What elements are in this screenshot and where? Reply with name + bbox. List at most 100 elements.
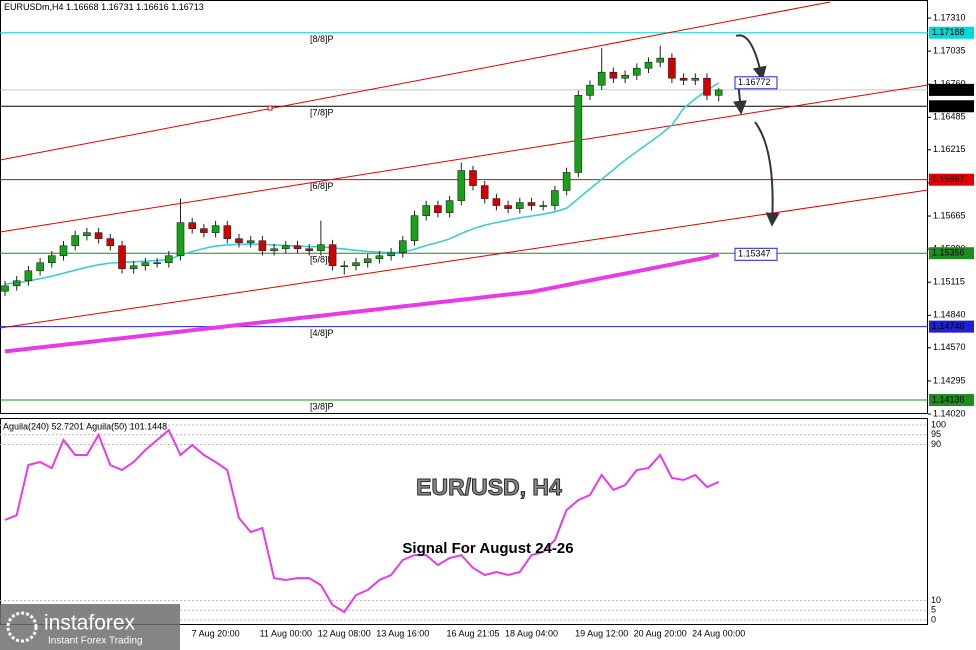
x-tick-label: 11 Aug 00:00 [260, 628, 312, 638]
y-tick-label: 1.17310 [933, 12, 966, 22]
candle-body [375, 255, 384, 260]
y-tick-label: 10 [931, 595, 941, 605]
y-tick-label: 0 [931, 614, 936, 624]
candle-body [539, 205, 548, 207]
indicator-line [4, 428, 720, 614]
logo-name: instaforex [44, 612, 136, 635]
candle-body [492, 198, 501, 206]
candle-body [211, 225, 220, 233]
candle-body [352, 262, 360, 267]
candle-body [703, 77, 711, 96]
candle-body [679, 77, 688, 81]
price-panel [0, 0, 928, 414]
ma-tag [734, 76, 778, 90]
candle-body [246, 240, 255, 244]
candle-body [165, 255, 173, 264]
y-tick-label: 1.16485 [933, 112, 966, 122]
x-tick-label: 18 Aug 04:00 [505, 628, 558, 638]
symbol: EURUSDm,H4 [4, 2, 64, 12]
candle-body [609, 71, 618, 79]
candle-body [270, 248, 278, 251]
y-tick-label: 1.14295 [933, 375, 966, 385]
ma-value: 1.16772 [738, 77, 771, 87]
y-tick-label: 95 [931, 429, 941, 439]
candle-body [340, 265, 349, 268]
candle-body [422, 205, 431, 216]
candle-body [632, 67, 641, 76]
x-tick-label: 24 Aug 00:00 [692, 628, 745, 638]
level-label: [8/8]P [310, 34, 334, 44]
level-value: 1.14136 [932, 394, 965, 404]
candle-body [83, 232, 91, 236]
level-value: 1.17188 [932, 27, 965, 37]
candle-body [562, 172, 571, 191]
candle-body [305, 248, 314, 251]
level-label: [5/8]P [310, 255, 334, 265]
candle-body [235, 238, 243, 244]
level-tag [929, 320, 974, 333]
candle-body [597, 71, 606, 86]
anchor [267, 105, 273, 111]
candle-body [515, 202, 524, 209]
candle-body [176, 222, 185, 257]
candle-body [281, 245, 290, 250]
y-tick-label: 1.14840 [933, 310, 966, 320]
logo-tagline: Instant Forex Trading [48, 636, 143, 647]
candle-body [71, 235, 79, 247]
candle-body [200, 228, 208, 233]
candle-body [36, 262, 44, 272]
logo: instaforex Instant Forex Trading [0, 604, 180, 650]
ma-tag [734, 247, 778, 261]
candle-body [258, 240, 267, 251]
high: 1.16731 [101, 2, 134, 12]
level-label: [3/8]P [310, 401, 334, 411]
candle-body [457, 170, 466, 201]
x-tick-label: 7 Aug 20:00 [192, 628, 240, 638]
candle-body [621, 74, 629, 79]
plot [0, 45, 928, 621]
x-tick-label: 16 Aug 21:05 [446, 628, 499, 638]
candle-body [293, 245, 302, 250]
level-value: 1.16577 [932, 101, 965, 111]
candle-body [551, 190, 559, 206]
candle-body [1, 285, 9, 292]
price-tag [929, 83, 974, 96]
candle-body [644, 61, 653, 69]
candle-body [223, 225, 232, 239]
level-label: [4/8]P [310, 328, 334, 338]
x-tick-label: 12 Aug 08:00 [318, 628, 371, 638]
candle-body [363, 258, 372, 264]
candle-body [141, 262, 150, 267]
candle-body [129, 265, 138, 270]
candle-body [434, 205, 442, 213]
y-tick-label: 1.16215 [933, 144, 966, 154]
level-label: [7/8]P [310, 108, 334, 118]
channel-line [0, 1, 831, 161]
y-tick-label: 1.15665 [933, 210, 966, 220]
candle-body [153, 262, 161, 265]
candle-body [106, 238, 115, 247]
annotation: EUR/USD, H4 [416, 474, 562, 500]
candle-body [714, 89, 723, 96]
level-value: 1.15967 [932, 174, 965, 184]
low: 1.16616 [136, 2, 169, 12]
candle-body [47, 255, 56, 264]
y-tick-label: 90 [931, 439, 941, 449]
candle-body [328, 244, 337, 267]
candle-body [188, 222, 196, 229]
level-tag [929, 100, 974, 113]
indicator-panel [0, 418, 928, 625]
x-tick-label: 19 Aug 12:00 [575, 628, 628, 638]
open: 1.16668 [66, 2, 99, 12]
y-tick-label: 1.14020 [933, 408, 966, 418]
y-tick-label: 1.16760 [933, 79, 966, 89]
x-tick-label: 13 Aug 16:00 [376, 628, 429, 638]
candle-body [398, 240, 407, 254]
y-tick-label: 1.17035 [933, 46, 966, 56]
annotation: Signal For August 24-26 [402, 540, 573, 557]
x-tick-label: 20 Aug 20:00 [634, 628, 687, 638]
candle-body [504, 205, 512, 209]
logo-box [0, 604, 180, 650]
